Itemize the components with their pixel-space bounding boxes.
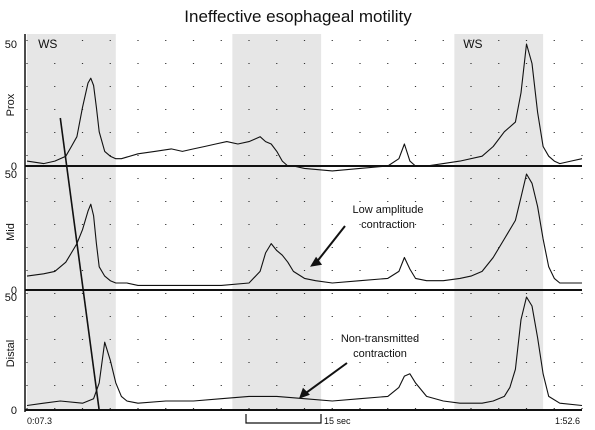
annotation-non-transmitted-line2: contraction xyxy=(353,348,407,360)
x-start-label: 0:07.3 xyxy=(27,416,52,426)
annotation-non-transmitted-line1: Non-transmitted xyxy=(341,333,419,345)
channel-label-mid: Mid xyxy=(5,223,17,241)
grid-layer xyxy=(26,40,583,410)
annotation-low-amplitude-line2: contraction xyxy=(361,219,415,231)
y-tick-label: 0 xyxy=(11,161,17,173)
swallow-window-2 xyxy=(454,34,544,410)
trace-prox xyxy=(26,43,583,172)
trace-distal xyxy=(26,296,583,407)
axes-layer xyxy=(24,34,582,424)
annotation-arrow-2 xyxy=(304,362,348,395)
x-end-label: 1:52.6 xyxy=(555,416,580,426)
channel-label-prox: Prox xyxy=(5,93,17,116)
propagation-line xyxy=(59,117,100,411)
annotation-arrowhead-1 xyxy=(310,256,323,267)
y-tick-label: 50 xyxy=(5,292,17,304)
y-tick-label: 0 xyxy=(11,405,17,417)
annotation-arrowhead-2 xyxy=(298,387,310,399)
annotation-arrow-1 xyxy=(315,225,346,264)
swallow-window-0 xyxy=(27,34,116,410)
background-layer xyxy=(27,34,544,410)
trace-mid xyxy=(26,173,582,286)
chart-title: Ineffective esophageal motility xyxy=(184,7,412,26)
annotation-low-amplitude-line1: Low amplitude xyxy=(353,204,424,216)
channel-label-distal: Distal xyxy=(5,340,17,368)
y-tick-label: 50 xyxy=(5,169,17,181)
scale-bar xyxy=(245,414,322,424)
swallow-window-1 xyxy=(232,34,322,410)
data-layer xyxy=(26,43,583,407)
y-tick-label: 50 xyxy=(5,39,17,51)
scale-bar-label: 15 sec xyxy=(324,416,351,426)
y-tick-label: 0 xyxy=(11,285,17,297)
ws-label-2: WS xyxy=(463,37,482,51)
ws-label-1: WS xyxy=(38,37,57,51)
